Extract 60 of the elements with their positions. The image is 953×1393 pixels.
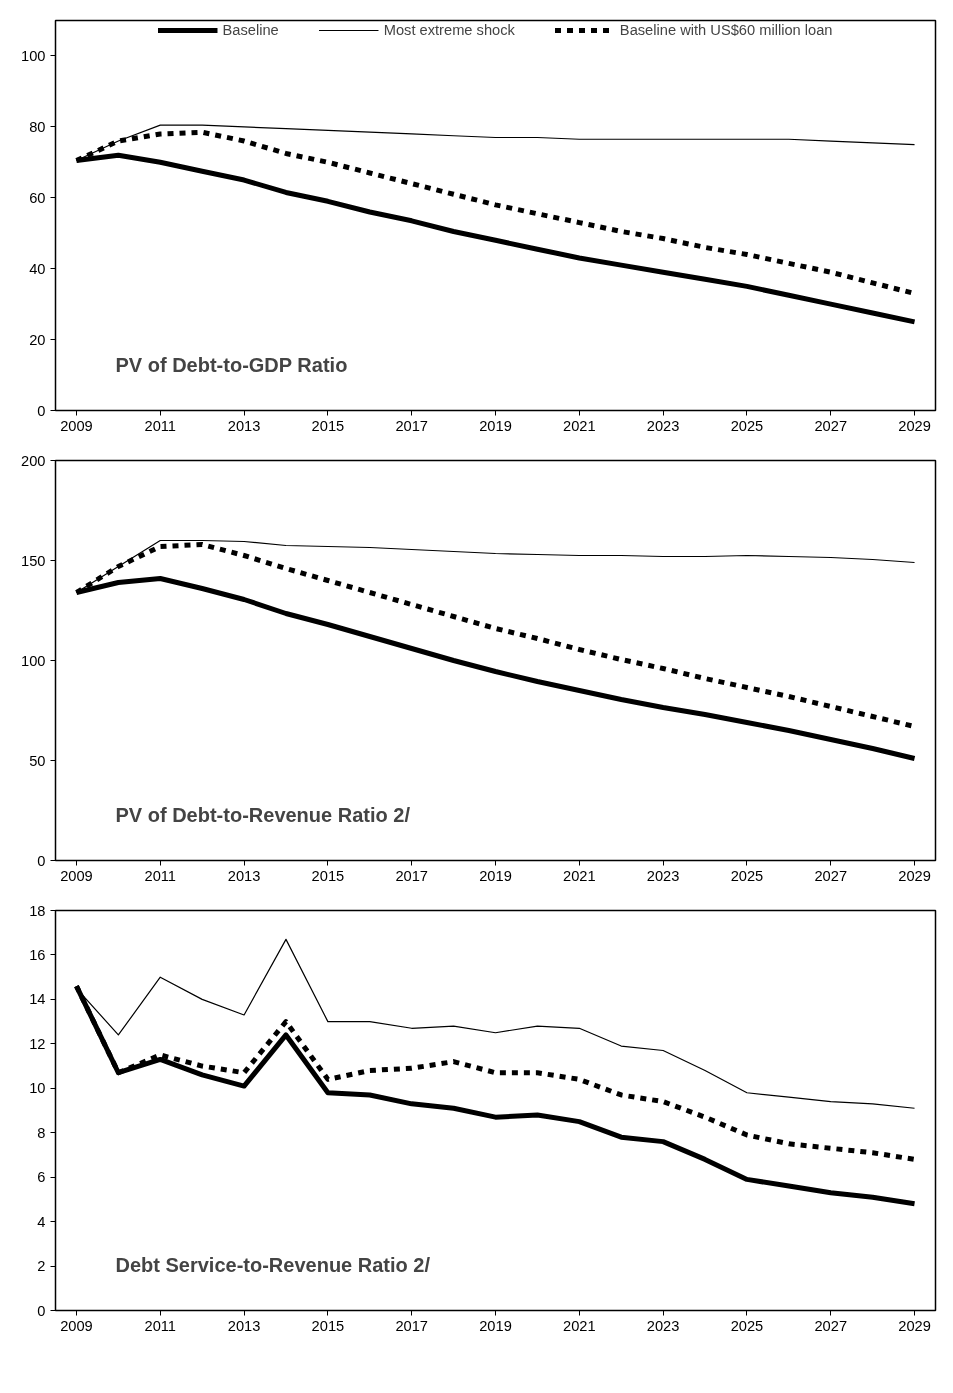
x-tick-label: 2021 <box>563 1317 596 1334</box>
x-tick-label: 2023 <box>646 1317 680 1334</box>
x-tick-label: 2017 <box>395 1317 428 1334</box>
x-tick-label: 2029 <box>898 867 931 884</box>
y-tick-label: 8 <box>37 1124 46 1141</box>
y-tick-label: 16 <box>29 946 46 963</box>
x-tick-label: 2011 <box>144 417 177 434</box>
y-tick-label: 60 <box>29 189 46 206</box>
x-tick-label: 2013 <box>227 867 261 884</box>
y-tick-label: 150 <box>21 552 46 569</box>
x-tick-label: 2019 <box>479 867 512 884</box>
y-tick-label: 0 <box>37 402 46 419</box>
x-tick-label: 2021 <box>563 417 596 434</box>
x-tick-label: 2017 <box>395 417 428 434</box>
x-tick-label: 2015 <box>311 867 345 884</box>
x-tick-label: 2027 <box>814 867 848 884</box>
y-tick-label: 0 <box>37 852 46 869</box>
y-tick-label: 50 <box>29 752 46 769</box>
legend-label: Most extreme shock <box>383 22 515 38</box>
x-tick-label: 2017 <box>395 867 428 884</box>
y-tick-label: 18 <box>29 902 46 919</box>
x-tick-label: 2027 <box>814 1317 848 1334</box>
x-tick-label: 2009 <box>60 1317 93 1334</box>
y-tick-label: 6 <box>37 1169 46 1186</box>
x-tick-label: 2015 <box>311 417 345 434</box>
y-tick-label: 80 <box>29 118 46 135</box>
x-tick-label: 2027 <box>814 417 848 434</box>
x-tick-label: 2021 <box>563 867 596 884</box>
y-tick-label: 100 <box>21 652 46 669</box>
legend-label: Baseline with US$60 million loan <box>619 22 833 38</box>
annotation: PV of Debt-to-GDP Ratio <box>115 353 348 376</box>
y-tick-label: 2 <box>37 1258 46 1275</box>
x-tick-label: 2019 <box>479 417 512 434</box>
x-tick-label: 2025 <box>730 1317 764 1334</box>
x-tick-label: 2029 <box>898 417 931 434</box>
y-tick-label: 200 <box>21 452 46 469</box>
x-tick-label: 2009 <box>60 417 93 434</box>
legend-label: Baseline <box>222 22 279 38</box>
annotation: PV of Debt-to-Revenue Ratio 2/ <box>115 803 411 826</box>
x-tick-label: 2029 <box>898 1317 931 1334</box>
x-tick-label: 2013 <box>227 417 261 434</box>
x-tick-label: 2015 <box>311 1317 345 1334</box>
x-tick-label: 2011 <box>144 867 177 884</box>
x-tick-label: 2019 <box>479 1317 512 1334</box>
y-tick-label: 0 <box>37 1302 46 1319</box>
y-tick-label: 10 <box>29 1080 46 1097</box>
y-tick-label: 12 <box>29 1035 46 1052</box>
x-tick-label: 2011 <box>144 1317 177 1334</box>
y-tick-label: 4 <box>37 1213 46 1230</box>
y-tick-label: 40 <box>29 260 46 277</box>
y-tick-label: 100 <box>21 47 46 64</box>
y-tick-label: 14 <box>29 991 46 1008</box>
x-tick-label: 2025 <box>730 417 764 434</box>
x-tick-label: 2025 <box>730 867 764 884</box>
x-tick-label: 2023 <box>646 867 680 884</box>
x-tick-label: 2009 <box>60 867 93 884</box>
annotation: Debt Service-to-Revenue Ratio 2/ <box>115 1253 431 1276</box>
x-tick-label: 2023 <box>646 417 680 434</box>
y-tick-label: 20 <box>29 331 46 348</box>
x-tick-label: 2013 <box>227 1317 261 1334</box>
